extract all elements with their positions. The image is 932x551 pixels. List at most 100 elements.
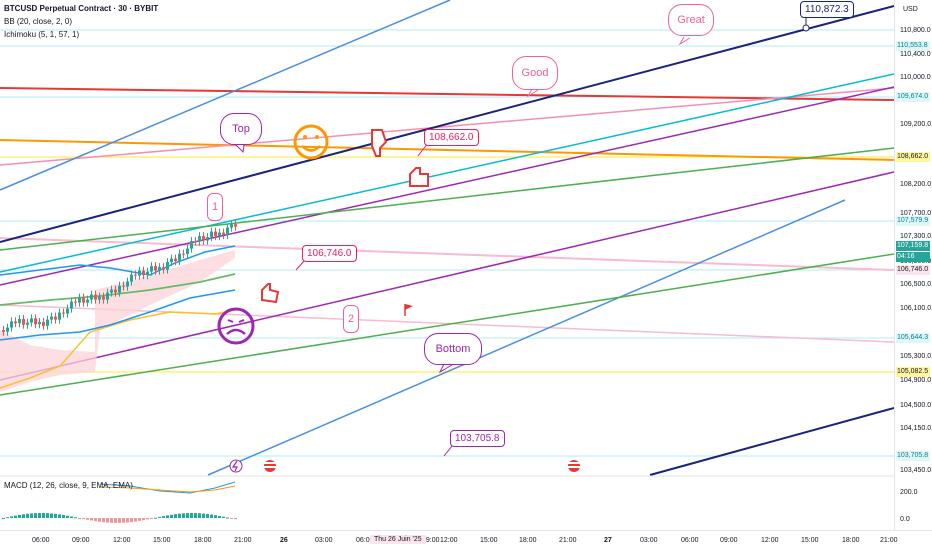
macd-bar	[102, 518, 105, 523]
macd-bar	[134, 518, 137, 522]
candle-body	[206, 237, 209, 241]
note-bubble-1[interactable]: 1	[207, 193, 223, 221]
macd-bar	[122, 518, 125, 523]
price-callout[interactable]: 108,662.0	[424, 129, 479, 146]
macd-bar	[198, 513, 201, 518]
macd-bar	[150, 518, 153, 519]
macd-bar	[146, 518, 149, 520]
bollinger-upper	[0, 245, 236, 276]
macd-bar	[154, 517, 157, 519]
navy-trend-line-upper	[0, 5, 894, 243]
note-bubble-good[interactable]: Good	[512, 56, 558, 90]
macd-bar	[70, 516, 73, 518]
time-tick: 12:00	[113, 537, 131, 544]
candle-body	[98, 296, 101, 300]
candle-body	[14, 321, 17, 324]
candle-body	[70, 301, 73, 309]
macd-bar	[118, 518, 121, 523]
price-tag: 108,662.0	[896, 152, 930, 162]
price-tag: 110,553.8	[896, 41, 930, 51]
macd-histogram	[2, 513, 237, 523]
note-bubble-top[interactable]: Top	[220, 113, 262, 145]
candle-body	[214, 231, 217, 237]
price-callout[interactable]: 110,872.3	[800, 1, 854, 18]
symbol-legend[interactable]: BTCUSD Perpetual Contract · 30 · BYBIT	[4, 4, 159, 13]
price-callout[interactable]: 103,705.8	[450, 430, 505, 447]
price-tick: 103,450.0	[900, 467, 932, 474]
pink-falling-line-1	[0, 237, 894, 271]
macd-bar	[162, 516, 165, 518]
pink-falling-line-2	[0, 304, 894, 343]
candle-body	[182, 253, 185, 255]
macd-legend[interactable]: MACD (12, 26, close, 9, EMA, EMA)	[4, 481, 133, 490]
us-flag-icon[interactable]	[568, 460, 580, 472]
ichimoku-yellow-line	[0, 309, 236, 389]
lightning-icon[interactable]	[229, 459, 243, 473]
macd-bar	[90, 518, 93, 521]
note-bubble-bottom[interactable]: Bottom	[424, 333, 482, 365]
bb-legend[interactable]: BB (20, close, 2, 0)	[4, 17, 73, 26]
candle-body	[62, 312, 65, 314]
blue-trend-line-lower	[207, 199, 846, 476]
orange-line	[0, 139, 894, 161]
macd-bar	[82, 518, 85, 519]
candle-body	[74, 301, 77, 303]
note-bubble-2[interactable]: 2	[343, 305, 359, 333]
macd-bar	[66, 515, 69, 518]
candle-body	[110, 289, 113, 293]
macd-bar	[222, 516, 225, 518]
candle-body	[86, 299, 89, 303]
macd-bar	[86, 518, 89, 520]
macd-bar	[234, 518, 237, 520]
macd-bar	[214, 515, 217, 518]
time-tick: 18:00	[842, 537, 860, 544]
candle-body	[122, 285, 125, 287]
candle-body	[138, 270, 141, 276]
candle-body	[46, 319, 49, 326]
macd-bar	[230, 518, 233, 519]
macd-bar	[126, 518, 129, 523]
macd-tick: 200.0	[900, 489, 918, 496]
candle-body	[142, 270, 145, 276]
time-axis[interactable]: 06:00 09:00 12:00 15:00 18:00 21:00 26 0…	[0, 530, 932, 551]
candle-body	[114, 289, 117, 293]
purple-trend-line-upper	[0, 86, 894, 286]
macd-bar	[170, 514, 173, 518]
thumbs-down-icon	[371, 129, 388, 157]
thumbs-up-icon	[261, 283, 280, 304]
time-tick: 21:00	[880, 537, 898, 544]
macd-bar	[178, 513, 181, 518]
us-flag-icon[interactable]	[264, 460, 276, 472]
countdown-tag: 04:16	[896, 252, 930, 262]
price-callout[interactable]: 106,746.0	[302, 245, 357, 262]
time-tick: 03:00	[315, 537, 333, 544]
candle-body	[22, 319, 25, 325]
ichimoku-legend[interactable]: Ichimoku (5, 1, 57, 1)	[4, 30, 80, 39]
macd-bar	[174, 514, 177, 518]
candle-body	[126, 281, 129, 287]
price-tick: 109,200.0	[900, 121, 932, 128]
macd-bar	[54, 513, 57, 518]
macd-bar	[6, 517, 9, 519]
candle-body	[38, 322, 41, 325]
macd-bar	[202, 513, 205, 518]
candle-body	[230, 224, 233, 228]
time-tick: 06:00	[32, 537, 50, 544]
bollinger-mid	[0, 273, 236, 306]
candle-body	[102, 296, 105, 300]
price-tag: 105,644.3	[896, 333, 930, 343]
candle-body	[222, 232, 225, 236]
price-chart[interactable]	[0, 0, 894, 530]
candle-body	[18, 319, 21, 324]
macd-bar	[62, 515, 65, 518]
macd-bar	[98, 518, 101, 522]
resistance-line-red	[0, 87, 894, 101]
candle-body	[2, 330, 5, 332]
time-tick: 12:00	[440, 537, 458, 544]
callout-tail	[443, 445, 453, 457]
thumbs-up-icon	[409, 167, 429, 187]
note-bubble-great[interactable]: Great	[668, 4, 714, 36]
bubble-tail	[678, 36, 691, 46]
price-tag: 107,579.9	[896, 216, 930, 226]
